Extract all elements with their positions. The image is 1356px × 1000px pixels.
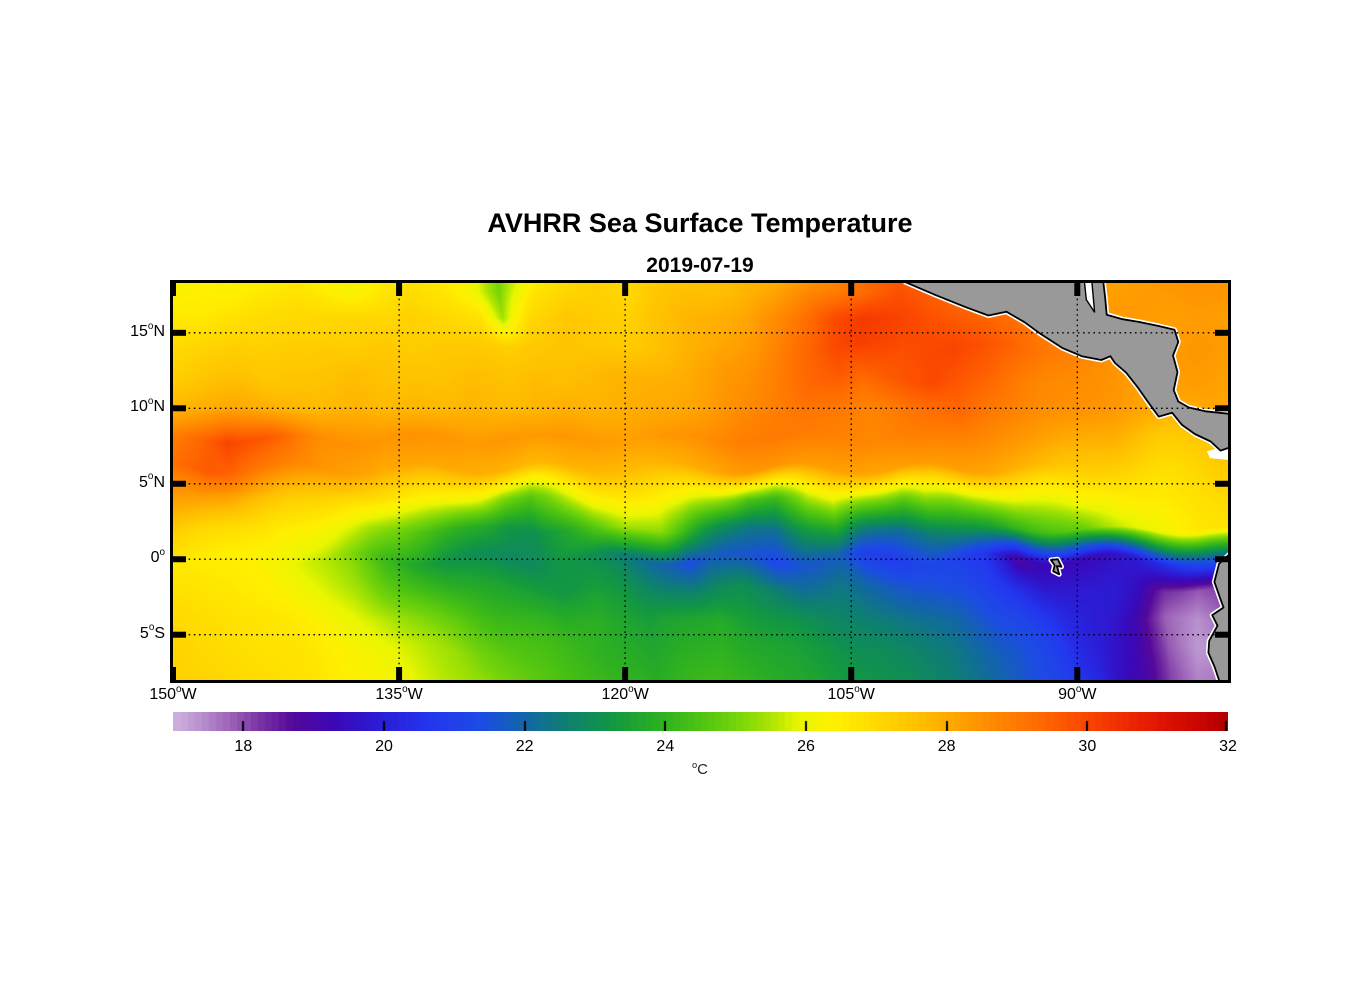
colorbar-tick-24: 24 bbox=[656, 738, 675, 755]
colorbar-unit-label: oC bbox=[691, 760, 708, 778]
xtick-top-105 bbox=[848, 283, 855, 296]
ytick-right-10N bbox=[1215, 405, 1228, 412]
colorbar-tick-20: 20 bbox=[375, 738, 393, 755]
xtick-bottom-135 bbox=[396, 667, 403, 680]
map-plot-area bbox=[170, 280, 1231, 683]
degree-symbol: o bbox=[854, 683, 860, 695]
ytick-left-10N bbox=[173, 405, 186, 412]
xtick-top-90 bbox=[1074, 283, 1081, 296]
map-overlay bbox=[173, 283, 1228, 680]
gulf-of-honduras-inlet bbox=[1083, 283, 1096, 313]
galapagos-islands-coastline bbox=[1050, 558, 1063, 576]
lat-label-5S: 5oS bbox=[139, 622, 165, 642]
degree-symbol: o bbox=[1075, 683, 1082, 695]
lat-label-0: 0o bbox=[150, 546, 165, 567]
lat-label-15N: 15oN bbox=[130, 320, 165, 340]
xtick-top-135 bbox=[396, 283, 403, 296]
ytick-left-5N bbox=[173, 480, 186, 487]
colorbar-tick-18: 18 bbox=[234, 738, 253, 755]
lat-label-10N: 10oN bbox=[130, 395, 165, 416]
degree-symbol: o bbox=[159, 546, 165, 558]
south-america-coastline bbox=[1207, 554, 1228, 680]
xtick-bottom-150 bbox=[173, 667, 176, 680]
colorbar-tick-26: 26 bbox=[797, 738, 815, 755]
degree-symbol: o bbox=[147, 320, 154, 332]
lat-label-5N: 5oN bbox=[139, 471, 165, 491]
ytick-right-0 bbox=[1215, 556, 1228, 563]
degree-symbol: o bbox=[691, 760, 698, 770]
chart-title: AVHRR Sea Surface Temperature bbox=[487, 208, 913, 238]
colorbar bbox=[173, 712, 1228, 731]
degree-symbol: o bbox=[148, 622, 155, 634]
lon-label-120W: 120oW bbox=[601, 683, 649, 703]
ytick-right-5N bbox=[1215, 480, 1228, 487]
lon-label-150W: 150oW bbox=[149, 683, 197, 703]
degree-symbol: o bbox=[147, 395, 154, 407]
ytick-left-15N bbox=[173, 329, 186, 336]
ytick-left-0 bbox=[173, 556, 186, 563]
xtick-bottom-105 bbox=[848, 667, 855, 680]
sst-heatmap-canvas bbox=[173, 283, 1228, 680]
xtick-top-120 bbox=[622, 283, 629, 296]
degree-symbol: o bbox=[147, 471, 154, 483]
degree-symbol: o bbox=[402, 683, 408, 695]
xtick-bottom-120 bbox=[622, 667, 629, 680]
lon-label-135W: 135oW bbox=[375, 683, 423, 703]
colorbar-tick-32: 32 bbox=[1219, 738, 1237, 755]
lon-label-90W: 90oW bbox=[1058, 683, 1097, 703]
degree-symbol: o bbox=[176, 683, 182, 695]
ytick-right-5S bbox=[1215, 631, 1228, 638]
colorbar-tick-30: 30 bbox=[1078, 738, 1097, 755]
ytick-left-5S bbox=[173, 631, 186, 638]
colorbar-tick-22: 22 bbox=[515, 738, 534, 755]
colorbar-gradient bbox=[173, 712, 1228, 731]
degree-symbol: o bbox=[628, 683, 634, 695]
lon-label-105W: 105oW bbox=[827, 683, 875, 703]
chart-date-subtitle: 2019-07-19 bbox=[646, 254, 754, 277]
xtick-top-150 bbox=[173, 283, 176, 296]
xtick-bottom-90 bbox=[1074, 667, 1081, 680]
central-america-coastline bbox=[905, 283, 1228, 452]
ytick-right-15N bbox=[1215, 329, 1228, 336]
colorbar-tick-28: 28 bbox=[937, 738, 956, 755]
